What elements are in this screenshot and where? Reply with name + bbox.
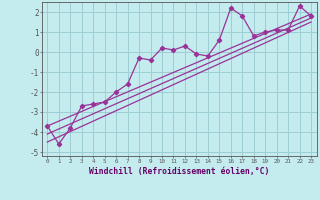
X-axis label: Windchill (Refroidissement éolien,°C): Windchill (Refroidissement éolien,°C) <box>89 167 269 176</box>
